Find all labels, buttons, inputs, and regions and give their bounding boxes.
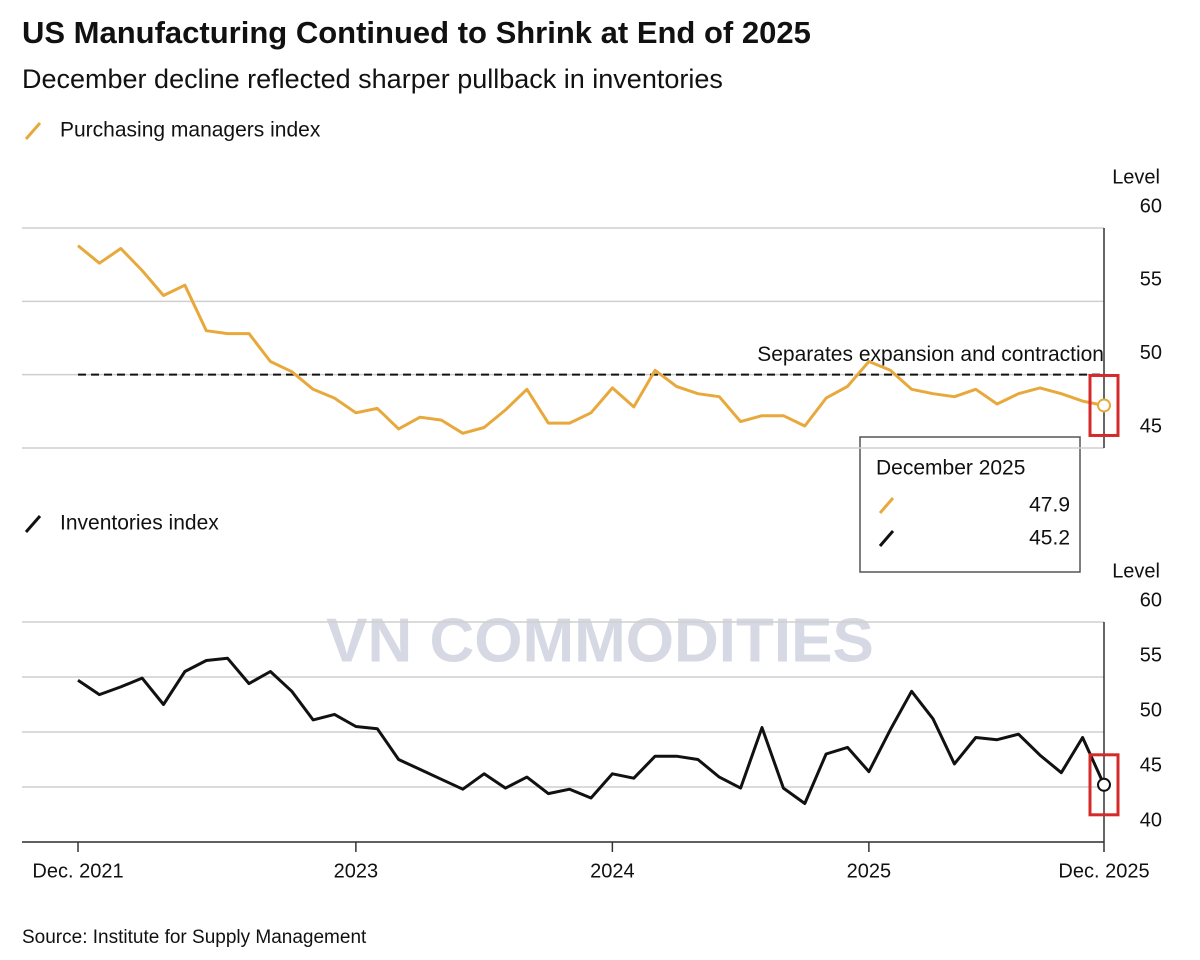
source: Source: Institute for Supply Management bbox=[22, 927, 367, 948]
y-tick-label: 55 bbox=[1140, 269, 1162, 291]
y-tick-label: 55 bbox=[1140, 644, 1162, 666]
reference-label: Separates expansion and contraction bbox=[757, 343, 1104, 366]
y-axis-label: Level bbox=[1112, 560, 1160, 582]
y-tick-label: 45 bbox=[1140, 415, 1162, 437]
y-tick-label: 50 bbox=[1140, 699, 1162, 721]
callout-value: 45.2 bbox=[1029, 527, 1070, 550]
x-tick-label: Dec. 2025 bbox=[1058, 860, 1149, 882]
x-tick-label: 2024 bbox=[590, 860, 635, 882]
x-tick-label: 2023 bbox=[334, 860, 379, 882]
legend-swatch bbox=[24, 122, 42, 140]
legend-label: Purchasing managers index bbox=[60, 119, 321, 142]
last-point bbox=[1097, 777, 1111, 792]
callout-swatch bbox=[878, 530, 895, 547]
x-tick-label: 2025 bbox=[847, 860, 892, 882]
x-tick-label: Dec. 2021 bbox=[32, 860, 123, 882]
callout-swatch bbox=[878, 497, 895, 514]
callout-box bbox=[859, 436, 1081, 573]
data-line bbox=[77, 244, 1105, 435]
last-point bbox=[1097, 398, 1111, 413]
y-tick-label: 50 bbox=[1140, 342, 1162, 364]
chart-title: US Manufacturing Continued to Shrink at … bbox=[22, 15, 811, 50]
callout-title: December 2025 bbox=[876, 457, 1025, 480]
data-line bbox=[77, 656, 1106, 805]
watermark: VN COMMODITIES bbox=[326, 606, 874, 675]
y-tick-label: 60 bbox=[1140, 589, 1162, 611]
y-tick-label: 45 bbox=[1140, 754, 1162, 776]
y-axis-label: Level bbox=[1112, 166, 1160, 188]
legend-swatch bbox=[24, 515, 42, 533]
highlight-box bbox=[1088, 373, 1120, 437]
callout-value: 47.9 bbox=[1029, 494, 1070, 517]
y-tick-label: 40 bbox=[1140, 809, 1162, 831]
highlight-box bbox=[1088, 753, 1120, 817]
y-tick-label: 60 bbox=[1140, 195, 1162, 217]
legend-label: Inventories index bbox=[60, 512, 219, 535]
chart-subtitle: December decline reflected sharper pullb… bbox=[22, 64, 723, 94]
